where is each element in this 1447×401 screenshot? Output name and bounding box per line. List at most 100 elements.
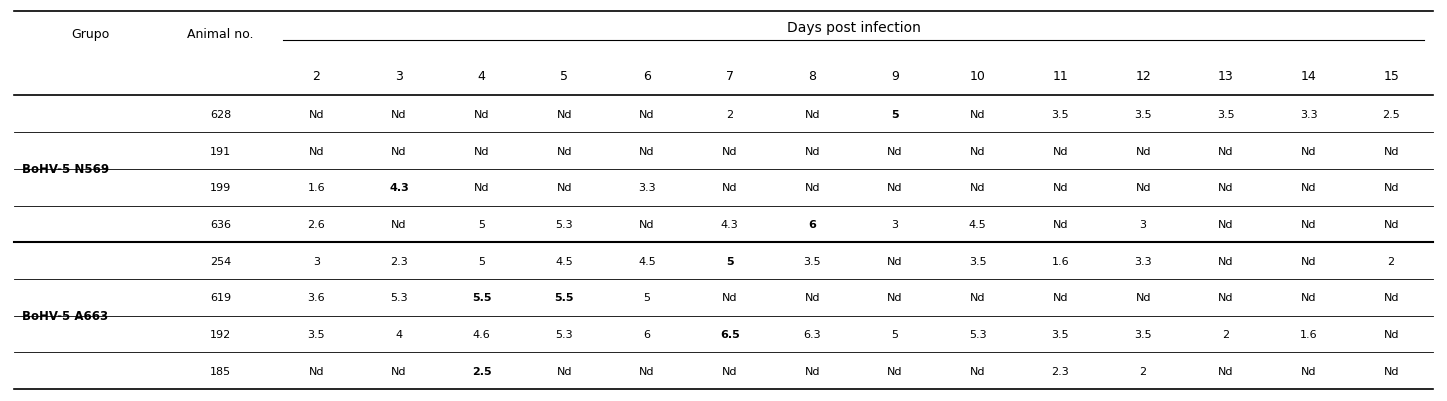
Text: 5: 5 — [726, 256, 734, 266]
Text: Nd: Nd — [308, 146, 324, 156]
Text: Nd: Nd — [1383, 219, 1399, 229]
Text: 5: 5 — [478, 256, 485, 266]
Text: Nd: Nd — [1053, 146, 1068, 156]
Text: 2.3: 2.3 — [391, 256, 408, 266]
Text: 3.3: 3.3 — [1299, 109, 1317, 119]
Text: Nd: Nd — [1218, 292, 1233, 302]
Text: 2: 2 — [1223, 329, 1230, 339]
Text: 1.6: 1.6 — [1052, 256, 1069, 266]
Text: Nd: Nd — [1383, 366, 1399, 376]
Text: Nd: Nd — [1136, 183, 1150, 193]
Text: Nd: Nd — [557, 183, 572, 193]
Text: Nd: Nd — [887, 366, 903, 376]
Text: 5.3: 5.3 — [391, 292, 408, 302]
Text: Nd: Nd — [1301, 256, 1317, 266]
Text: 3.5: 3.5 — [1052, 329, 1069, 339]
Text: 6: 6 — [642, 70, 651, 83]
Text: Nd: Nd — [805, 109, 820, 119]
Text: Nd: Nd — [722, 366, 738, 376]
Text: Nd: Nd — [475, 183, 489, 193]
Text: 3.5: 3.5 — [1134, 329, 1152, 339]
Text: Nd: Nd — [308, 366, 324, 376]
Text: 2: 2 — [1140, 366, 1146, 376]
Text: 13: 13 — [1218, 70, 1234, 83]
Text: Nd: Nd — [557, 146, 572, 156]
Text: Nd: Nd — [1383, 183, 1399, 193]
Text: Nd: Nd — [1301, 292, 1317, 302]
Text: Nd: Nd — [969, 146, 985, 156]
Text: 5: 5 — [478, 219, 485, 229]
Text: BoHV-5 N569: BoHV-5 N569 — [22, 163, 109, 176]
Text: Nd: Nd — [969, 109, 985, 119]
Text: 15: 15 — [1383, 70, 1399, 83]
Text: Nd: Nd — [640, 366, 654, 376]
Text: 5.3: 5.3 — [556, 219, 573, 229]
Text: Nd: Nd — [1053, 292, 1068, 302]
Text: 5.5: 5.5 — [472, 292, 492, 302]
Text: 3: 3 — [313, 256, 320, 266]
Text: 4: 4 — [478, 70, 486, 83]
Text: 4.3: 4.3 — [389, 183, 410, 193]
Text: 4.5: 4.5 — [969, 219, 987, 229]
Text: Nd: Nd — [805, 366, 820, 376]
Text: Nd: Nd — [391, 366, 407, 376]
Text: 10: 10 — [969, 70, 985, 83]
Text: Nd: Nd — [1053, 219, 1068, 229]
Text: 192: 192 — [210, 329, 232, 339]
Text: Nd: Nd — [1218, 219, 1233, 229]
Text: Nd: Nd — [969, 292, 985, 302]
Text: 5: 5 — [891, 329, 899, 339]
Text: Nd: Nd — [640, 219, 654, 229]
Text: 11: 11 — [1052, 70, 1068, 83]
Text: 7: 7 — [726, 70, 734, 83]
Text: 3.3: 3.3 — [1134, 256, 1152, 266]
Text: Nd: Nd — [308, 109, 324, 119]
Text: 3.5: 3.5 — [1217, 109, 1234, 119]
Text: Nd: Nd — [1301, 219, 1317, 229]
Text: Nd: Nd — [1218, 256, 1233, 266]
Text: 4.5: 4.5 — [638, 256, 655, 266]
Text: 2.5: 2.5 — [1382, 109, 1401, 119]
Text: Nd: Nd — [805, 146, 820, 156]
Text: Nd: Nd — [805, 183, 820, 193]
Text: 2: 2 — [313, 70, 320, 83]
Text: Nd: Nd — [887, 183, 903, 193]
Text: 254: 254 — [210, 256, 232, 266]
Text: 5.3: 5.3 — [556, 329, 573, 339]
Text: 5: 5 — [891, 109, 899, 119]
Text: 628: 628 — [210, 109, 232, 119]
Text: 5: 5 — [644, 292, 651, 302]
Text: 2.5: 2.5 — [472, 366, 492, 376]
Text: 2: 2 — [1388, 256, 1395, 266]
Text: Nd: Nd — [1301, 183, 1317, 193]
Text: Nd: Nd — [557, 109, 572, 119]
Text: Nd: Nd — [391, 146, 407, 156]
Text: Nd: Nd — [475, 109, 489, 119]
Text: Nd: Nd — [1218, 366, 1233, 376]
Text: Nd: Nd — [969, 183, 985, 193]
Text: 6: 6 — [809, 219, 816, 229]
Text: Nd: Nd — [887, 146, 903, 156]
Text: Nd: Nd — [1383, 329, 1399, 339]
Text: Nd: Nd — [1053, 183, 1068, 193]
Text: Days post infection: Days post infection — [787, 20, 920, 34]
Text: 3.5: 3.5 — [307, 329, 326, 339]
Text: 1.6: 1.6 — [307, 183, 326, 193]
Text: 185: 185 — [210, 366, 232, 376]
Text: Nd: Nd — [722, 183, 738, 193]
Text: Nd: Nd — [1301, 146, 1317, 156]
Text: Nd: Nd — [805, 292, 820, 302]
Text: Nd: Nd — [391, 219, 407, 229]
Text: 3: 3 — [891, 219, 899, 229]
Text: Nd: Nd — [887, 292, 903, 302]
Text: Nd: Nd — [887, 256, 903, 266]
Text: Nd: Nd — [1218, 146, 1233, 156]
Text: 2.6: 2.6 — [307, 219, 326, 229]
Text: 3.6: 3.6 — [307, 292, 326, 302]
Text: Nd: Nd — [969, 366, 985, 376]
Text: 9: 9 — [891, 70, 899, 83]
Text: Nd: Nd — [1383, 146, 1399, 156]
Text: 3.5: 3.5 — [1134, 109, 1152, 119]
Text: 4: 4 — [395, 329, 402, 339]
Text: Nd: Nd — [722, 146, 738, 156]
